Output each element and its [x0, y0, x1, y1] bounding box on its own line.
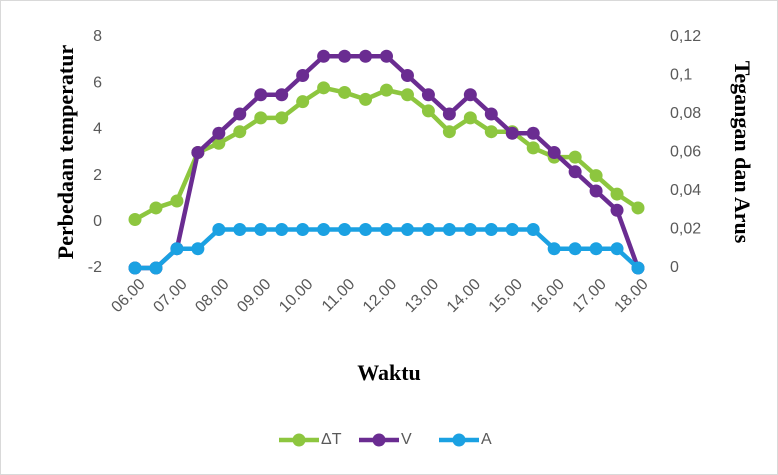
- point: [442, 107, 456, 121]
- point: [338, 49, 352, 63]
- point: [505, 126, 519, 140]
- legend-marker: [372, 433, 386, 447]
- point: [484, 125, 498, 139]
- point: [317, 81, 331, 95]
- legend-label: A: [481, 431, 492, 448]
- point: [128, 212, 142, 226]
- legend-marker: [452, 433, 466, 447]
- point: [170, 242, 184, 256]
- point: [296, 95, 310, 109]
- point: [463, 223, 477, 236]
- point: [191, 146, 205, 159]
- point: [359, 49, 373, 63]
- point: [400, 223, 414, 236]
- point: [526, 126, 540, 140]
- point: [631, 261, 645, 275]
- point: [526, 141, 540, 155]
- point: [484, 223, 498, 236]
- point: [484, 107, 498, 121]
- point: [547, 146, 561, 159]
- y2-tick-label: 0,04: [670, 182, 701, 199]
- point: [568, 242, 582, 256]
- point: [589, 184, 603, 198]
- point: [400, 88, 414, 102]
- y2-axis-title: Tegangan dan Arus: [730, 61, 755, 244]
- point: [421, 88, 435, 102]
- legend-label: ΔT: [321, 431, 342, 448]
- y2-tick-label: 0,12: [670, 28, 701, 45]
- point: [359, 223, 373, 236]
- point: [610, 203, 624, 217]
- point: [170, 194, 184, 208]
- y-tick-label: 6: [93, 74, 102, 91]
- point: [442, 125, 456, 139]
- point: [275, 111, 289, 125]
- y-tick-label: -2: [88, 259, 102, 276]
- point: [233, 107, 247, 121]
- point: [442, 223, 456, 236]
- point: [317, 49, 331, 63]
- y2-tick-label: 0,1: [670, 67, 692, 84]
- point: [149, 201, 163, 215]
- point: [589, 169, 603, 183]
- point: [149, 261, 163, 275]
- point: [421, 104, 435, 118]
- x-axis-title: Waktu: [357, 360, 421, 385]
- point: [631, 201, 645, 215]
- legend-marker: [292, 433, 306, 447]
- legend-label: V: [401, 431, 412, 448]
- y-axis-title: Perbedaan temperatur: [53, 45, 78, 260]
- point: [400, 69, 414, 82]
- point: [526, 223, 540, 236]
- point: [191, 242, 205, 256]
- point: [568, 150, 582, 164]
- point: [317, 223, 331, 236]
- point: [610, 187, 624, 201]
- point: [254, 223, 268, 236]
- point: [359, 92, 373, 106]
- point: [547, 242, 561, 256]
- y-tick-label: 4: [93, 121, 102, 138]
- point: [212, 126, 226, 140]
- point: [254, 88, 268, 102]
- point: [275, 88, 289, 102]
- point: [128, 261, 142, 275]
- point: [338, 223, 352, 236]
- point: [233, 223, 247, 236]
- point: [463, 111, 477, 125]
- point: [505, 223, 519, 236]
- y2-tick-label: 0: [670, 259, 679, 276]
- point: [421, 223, 435, 236]
- point: [254, 111, 268, 125]
- point: [275, 223, 289, 236]
- point: [380, 223, 393, 236]
- point: [610, 242, 624, 256]
- y2-tick-label: 0,06: [670, 144, 701, 161]
- point: [380, 83, 393, 97]
- point: [212, 223, 226, 236]
- point: [233, 125, 247, 139]
- point: [463, 88, 477, 102]
- point: [212, 136, 226, 150]
- point: [338, 85, 352, 99]
- point: [296, 69, 310, 82]
- point: [296, 223, 310, 236]
- y-tick-label: 2: [93, 167, 102, 184]
- y2-tick-label: 0,02: [670, 221, 701, 238]
- point: [589, 242, 603, 256]
- point: [568, 165, 582, 179]
- y-tick-label: 8: [93, 28, 102, 45]
- point: [380, 49, 393, 63]
- y-tick-label: 0: [93, 213, 102, 230]
- y2-tick-label: 0,08: [670, 105, 701, 122]
